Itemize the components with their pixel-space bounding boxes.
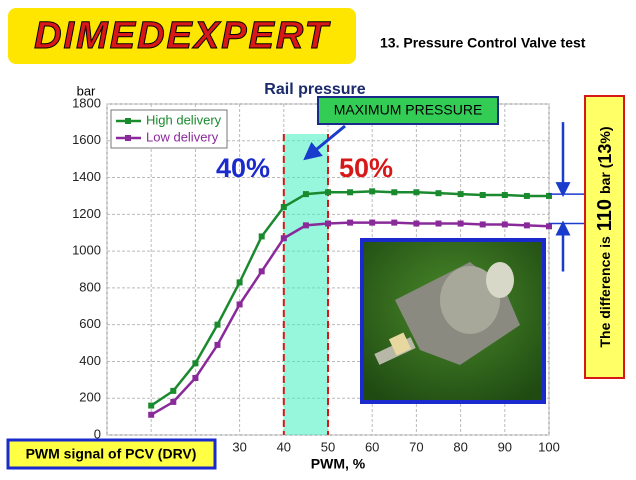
note-value: 13 xyxy=(595,144,615,164)
point xyxy=(236,279,243,286)
legend-label: Low delivery xyxy=(146,129,219,144)
point xyxy=(325,189,331,196)
note-text: bar ( xyxy=(597,163,613,194)
x-tick-label: 30 xyxy=(232,439,246,454)
y-tick-label: 400 xyxy=(79,353,101,368)
point xyxy=(192,360,199,367)
y-tick-label: 1400 xyxy=(72,169,101,184)
point xyxy=(347,189,354,196)
point xyxy=(479,192,486,199)
point xyxy=(391,219,398,226)
point xyxy=(214,321,221,328)
y-tick-label: 200 xyxy=(79,390,101,405)
logo-bg xyxy=(8,8,356,64)
point xyxy=(192,374,199,381)
note-text: The difference is xyxy=(597,236,613,347)
point xyxy=(148,411,155,418)
point xyxy=(479,221,486,228)
x-tick-label: 40 xyxy=(277,439,291,454)
point xyxy=(170,387,177,394)
legend-swatch xyxy=(125,118,131,124)
y-tick-label: 1000 xyxy=(72,243,101,258)
point xyxy=(501,192,508,199)
point xyxy=(214,341,221,348)
x-axis-label: PWM, % xyxy=(311,456,366,472)
point xyxy=(258,233,265,240)
point xyxy=(347,219,354,226)
logo: DIMEDEXPERT xyxy=(34,15,331,57)
x-tick-label: 100 xyxy=(538,439,560,454)
point xyxy=(457,220,464,227)
point xyxy=(546,192,552,199)
legend-label: High delivery xyxy=(146,112,222,127)
legend-box xyxy=(110,109,228,149)
y-tick-label: 1200 xyxy=(72,206,101,221)
highlight-band xyxy=(283,134,328,435)
x-tick-label: 70 xyxy=(409,439,423,454)
footer-box xyxy=(6,438,217,470)
note-value: 110 xyxy=(594,199,616,231)
point xyxy=(413,220,420,227)
note-text: %) xyxy=(597,126,613,143)
point xyxy=(457,191,464,198)
point xyxy=(280,203,287,210)
point xyxy=(258,268,265,275)
point xyxy=(523,192,530,199)
slide-title: 13. Pressure Control Valve test xyxy=(380,35,586,51)
point xyxy=(302,191,309,198)
band-left-label: 40% xyxy=(216,153,270,183)
y-tick-label: 0 xyxy=(94,426,101,441)
point xyxy=(435,190,442,197)
point xyxy=(302,222,309,229)
annotation-box xyxy=(317,96,499,125)
y-tick-label: 1600 xyxy=(72,132,101,147)
x-tick-label: 90 xyxy=(498,439,512,454)
x-tick-label: 80 xyxy=(453,439,467,454)
point xyxy=(369,219,376,226)
chart-title: Rail pressure xyxy=(264,81,365,98)
point xyxy=(546,223,552,230)
footer-text: PWM signal of PCV (DRV) xyxy=(26,446,197,462)
difference-box xyxy=(584,95,625,379)
x-tick-label: 50 xyxy=(321,439,335,454)
point xyxy=(170,398,177,405)
point xyxy=(369,188,376,195)
annotation-arrow xyxy=(303,124,346,161)
y-tick-label: 800 xyxy=(79,279,101,294)
x-tick-label: 60 xyxy=(365,439,379,454)
legend-swatch xyxy=(125,135,131,141)
point xyxy=(391,189,398,196)
y-tick-label: 1800 xyxy=(72,95,101,110)
valve-image xyxy=(374,262,520,365)
point xyxy=(435,220,442,227)
point xyxy=(236,301,243,308)
point xyxy=(501,221,508,228)
point xyxy=(280,235,287,242)
difference-note: The difference is 110 bar (13%) xyxy=(594,126,616,347)
point xyxy=(148,402,155,409)
y-tick-label: 600 xyxy=(79,316,101,331)
point xyxy=(523,222,530,229)
point xyxy=(413,189,420,196)
annotation-text: MAXIMUM PRESSURE xyxy=(334,102,483,118)
point xyxy=(325,220,331,227)
band-right-label: 50% xyxy=(339,153,393,183)
y-axis-label: bar xyxy=(77,83,96,98)
